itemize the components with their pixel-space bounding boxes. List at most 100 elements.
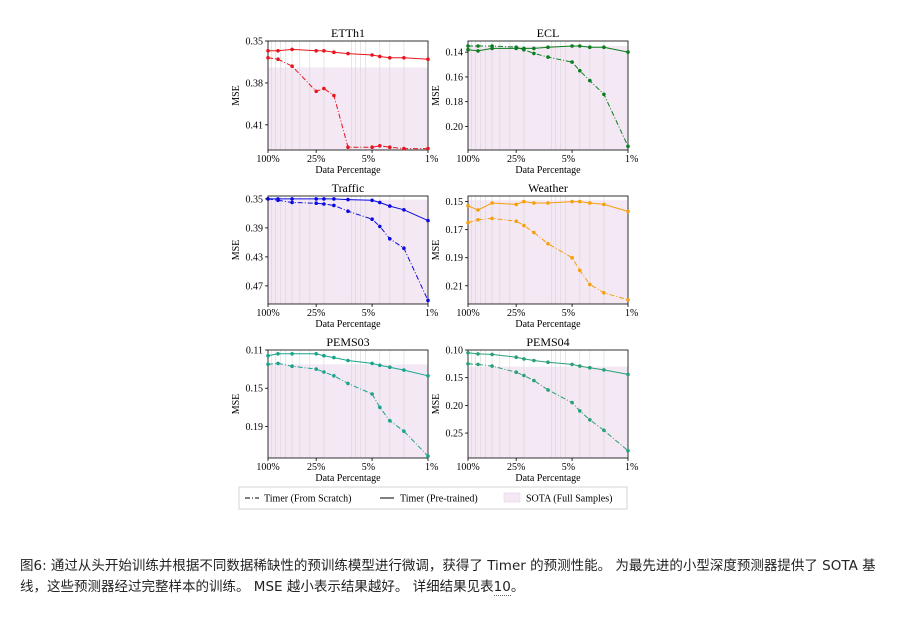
pretrained-data-point <box>314 197 319 201</box>
pretrained-series-line <box>467 352 629 375</box>
pretrained-data-point <box>578 44 582 48</box>
pretrained-data-point <box>370 53 374 57</box>
scratch-data-point <box>388 418 392 423</box>
pretrained-series-line <box>267 353 429 377</box>
x-tick-label: 1% <box>425 462 438 473</box>
x-tick-label: 100% <box>456 154 479 165</box>
pretrained-data-point <box>602 202 606 207</box>
pretrained-data-point <box>378 363 382 368</box>
pretrained-series-line <box>268 198 429 222</box>
subplot-title: PEMS03 <box>326 335 369 349</box>
y-tick-label: 0.10 <box>446 346 464 357</box>
scratch-data-point <box>490 364 494 368</box>
axes-frame <box>267 195 429 305</box>
axes-frame <box>467 195 629 305</box>
scratch-data-point <box>578 409 582 413</box>
subplot-ecl: ECL 0.14 0.16 0.18 0.20 MSE 100% 25% 5% 1% Data Pe… <box>431 26 638 176</box>
pretrained-data-point <box>514 46 518 51</box>
subplot-weather: Weather 0.15 0.17 0.19 0.21 MSE 100% 25% 5% 1% Dat… <box>431 181 638 330</box>
x-tick-label: 25% <box>307 308 325 319</box>
pretrained-data-point <box>346 358 350 363</box>
scratch-data-point <box>426 454 430 458</box>
scratch-data-point <box>546 388 550 392</box>
pretrained-data-point <box>290 197 294 201</box>
scratch-data-point <box>570 400 574 405</box>
subplot-traffic: Traffic 0.35 0.39 0.43 0.47 MSE 100% 25% 5% 1% Dat… <box>231 181 438 330</box>
subplot-etth1: ETTh1 0.35 0.38 0.41 MSE 100% 25% 5% 1% Data Perc… <box>231 26 438 176</box>
pretrained-data-point <box>578 364 582 368</box>
scratch-data-point <box>378 405 382 410</box>
table-reference-link[interactable]: 10 <box>493 579 511 596</box>
scratch-data-point <box>266 56 270 60</box>
subplot-pems04: PEMS04 0.10 0.15 0.20 0.25 MSE 100% 25% 5% 1% Data… <box>431 335 638 484</box>
y-axis-label: MSE <box>431 85 442 106</box>
scratch-data-point <box>602 428 606 433</box>
pretrained-data-point <box>276 352 280 356</box>
x-tick-label: 25% <box>307 154 325 165</box>
legend-sota-label: SOTA (Full Samples) <box>526 494 612 505</box>
sota-region <box>268 364 428 458</box>
x-tick-label: 25% <box>507 462 525 473</box>
pretrained-data-point <box>466 351 470 355</box>
pretrained-data-point <box>378 200 382 205</box>
x-tick-label: 5% <box>362 154 375 165</box>
scratch-data-point <box>626 449 630 453</box>
scratch-data-point <box>588 282 592 287</box>
scratch-data-point <box>332 374 336 378</box>
x-axis-label: Data Percentage <box>515 319 581 330</box>
y-tick-label: 0.38 <box>246 78 264 89</box>
pretrained-data-point <box>266 49 270 53</box>
scratch-data-point <box>602 291 606 295</box>
scratch-data-point <box>346 209 350 213</box>
legend-scratch-label: Timer (From Scratch) <box>264 494 351 505</box>
y-tick-label: 0.15 <box>246 384 264 395</box>
pretrained-series-line <box>268 48 429 60</box>
caption-text: 图6: 通过从头开始训练并根据不同数据稀缺性的预训练模型进行微调，获得了 Tim… <box>20 558 876 595</box>
x-axis-label: Data Percentage <box>315 319 381 330</box>
subplot-title: ETTh1 <box>331 26 365 40</box>
scratch-data-point <box>426 298 430 303</box>
pretrained-data-point <box>370 198 374 203</box>
pretrained-data-point <box>514 202 518 207</box>
y-tick-label: 0.19 <box>446 253 464 264</box>
x-tick-label: 1% <box>625 308 638 319</box>
pretrained-data-point <box>322 49 326 53</box>
x-axis-label: Data Percentage <box>515 473 581 484</box>
pretrained-data-point <box>626 50 630 54</box>
scratch-data-point <box>466 44 470 48</box>
scratch-data-point <box>466 362 470 366</box>
x-tick-label: 5% <box>362 308 375 319</box>
x-tick-label: 1% <box>425 154 438 165</box>
pretrained-data-point <box>332 355 336 360</box>
scratch-series-line <box>267 57 428 150</box>
pretrained-data-point <box>522 199 526 204</box>
scratch-data-point <box>626 144 630 149</box>
y-axis-label: MSE <box>231 85 242 106</box>
pretrained-data-point <box>532 201 536 205</box>
subplot-title: ECL <box>537 26 560 40</box>
pretrained-data-point <box>378 54 382 59</box>
legend: Timer (From Scratch) Timer (Pre-trained)… <box>238 486 628 510</box>
subplot-title: Weather <box>528 181 568 195</box>
scratch-data-point <box>388 145 392 149</box>
pretrained-data-point <box>466 47 470 52</box>
scratch-series-line <box>468 45 629 147</box>
x-tick-label: 5% <box>362 462 375 473</box>
scratch-data-point <box>322 86 326 91</box>
pretrained-data-point <box>388 56 392 60</box>
scratch-data-point <box>370 392 374 396</box>
scratch-data-point <box>546 55 550 59</box>
scratch-data-point <box>522 373 526 378</box>
y-axis-label: MSE <box>431 394 442 415</box>
axes-frame <box>467 40 629 151</box>
scratch-data-point <box>588 418 592 422</box>
scratch-data-point <box>578 68 582 73</box>
scratch-data-point <box>332 93 336 98</box>
y-tick-label: 0.41 <box>246 120 264 131</box>
x-tick-label: 5% <box>562 308 575 319</box>
x-axis-label: Data Percentage <box>515 165 581 176</box>
y-tick-label: 0.15 <box>446 373 464 384</box>
scratch-data-point <box>346 145 350 149</box>
scratch-data-point <box>314 367 319 371</box>
scratch-series-line <box>467 217 629 301</box>
